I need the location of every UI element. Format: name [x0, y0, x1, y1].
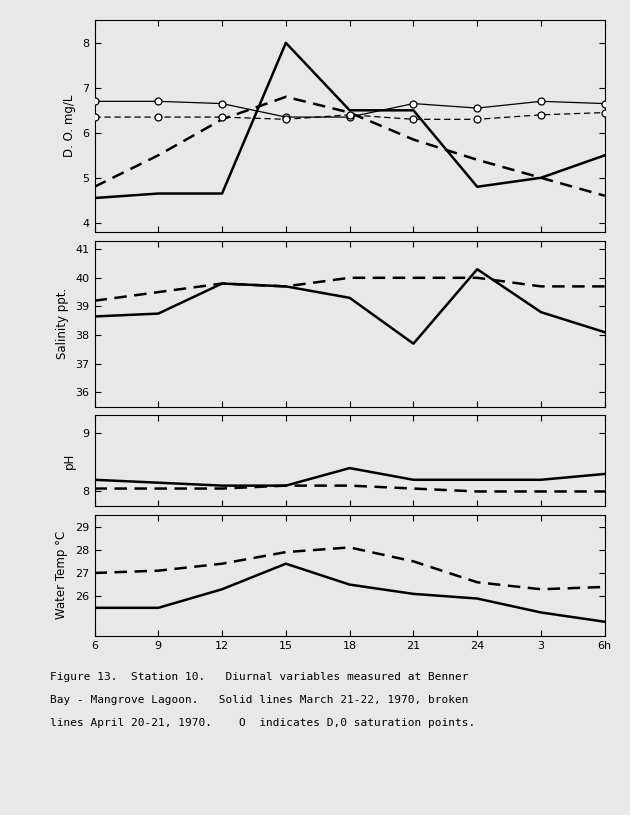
- Y-axis label: Salinity ppt.: Salinity ppt.: [55, 288, 69, 359]
- Y-axis label: Water Temp °C: Water Temp °C: [55, 531, 69, 619]
- Text: lines April 20-21, 1970.    O  indicates D,0 saturation points.: lines April 20-21, 1970. O indicates D,0…: [50, 718, 476, 728]
- Y-axis label: D. O. mg/L: D. O. mg/L: [62, 95, 76, 157]
- Text: Figure 13.  Station 10.   Diurnal variables measured at Benner: Figure 13. Station 10. Diurnal variables…: [50, 672, 469, 682]
- Y-axis label: pH: pH: [62, 452, 76, 469]
- Text: Bay - Mangrove Lagoon.   Solid lines March 21-22, 1970, broken: Bay - Mangrove Lagoon. Solid lines March…: [50, 695, 469, 705]
